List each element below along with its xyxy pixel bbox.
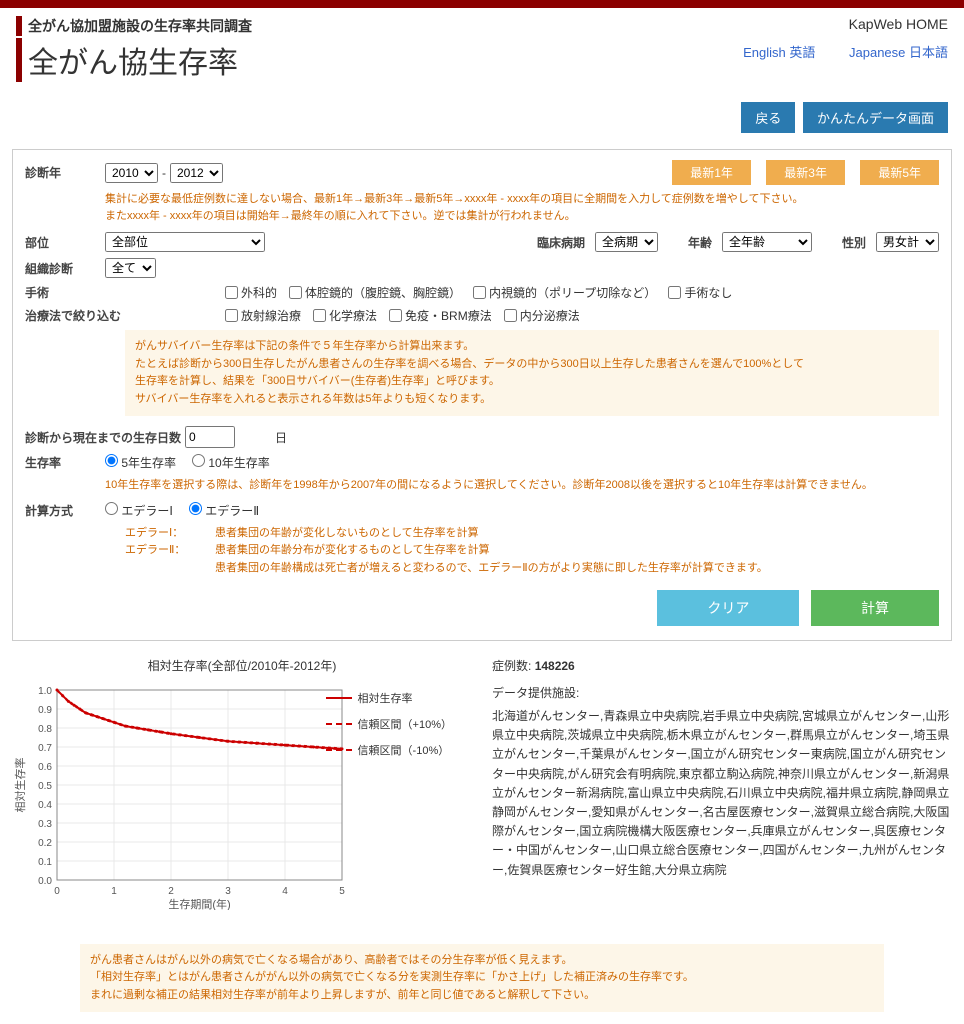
site-label: 部位 <box>25 234 105 251</box>
lang-english-link[interactable]: English 英語 <box>743 45 815 60</box>
survival-chart: 0.0 0.1 0.2 0.3 0.4 0.5 0.6 0.7 0.8 0.9 1.0 0 1 2 3 4 5 生… <box>12 680 352 910</box>
age-label: 年齢 <box>688 234 712 251</box>
therapy-opt1[interactable]: 放射線治療 <box>225 307 301 324</box>
days-label: 診断から現在までの生存日数 <box>25 429 185 446</box>
svg-text:2: 2 <box>168 886 174 897</box>
method-def3: 患者集団の年齢構成は死亡者が増えると変わるので、エデラーⅡの方がより実態に即した… <box>125 560 939 578</box>
subtitle: 全がん協加盟施設の生存率共同調査 <box>16 16 252 36</box>
form-panel: 診断年 2010 - 2012 最新1年 最新3年 最新5年 集計に必要な最低症… <box>12 149 952 641</box>
age-select[interactable]: 全年齢 <box>722 232 812 252</box>
survival-5yr-radio[interactable]: 5年生存率 <box>105 454 176 471</box>
svg-text:0.1: 0.1 <box>38 857 52 868</box>
svg-text:4: 4 <box>282 886 288 897</box>
clear-button[interactable]: クリア <box>657 590 799 626</box>
method-def2: エデラーⅡ：患者集団の年齢分布が変化するものとして生存率を計算 <box>125 542 939 560</box>
chart-title: 相対生存率(全部位/2010年-2012年) <box>12 657 472 674</box>
therapy-opt2[interactable]: 化学療法 <box>313 307 377 324</box>
chart-area: 相対生存率(全部位/2010年-2012年) 0.00.10.20.30.40.… <box>12 657 472 930</box>
latest-3yr-button[interactable]: 最新3年 <box>766 160 845 185</box>
svg-text:0.0: 0.0 <box>38 876 52 887</box>
method-label: 計算方式 <box>25 502 105 519</box>
method-ederer2-radio[interactable]: エデラーⅡ <box>189 502 259 519</box>
svg-text:3: 3 <box>225 886 231 897</box>
simple-data-button[interactable]: かんたんデータ画面 <box>803 102 948 133</box>
histology-label: 組織診断 <box>25 260 105 277</box>
days-unit: 日 <box>275 429 287 446</box>
therapy-label: 治療法で絞り込む <box>25 307 125 324</box>
svg-text:1.0: 1.0 <box>38 686 52 697</box>
survival-help: 10年生存率を選択する際は、診断年を1998年から2007年の間になるように選択… <box>105 477 939 494</box>
histology-select[interactable]: 全て <box>105 258 156 278</box>
chart-legend: 相対生存率 信頼区間（+10%） 信頼区間（-10%） <box>326 690 452 768</box>
svg-text:0.6: 0.6 <box>38 762 52 773</box>
svg-text:0.5: 0.5 <box>38 781 52 792</box>
sex-label: 性別 <box>842 234 866 251</box>
latest-5yr-button[interactable]: 最新5年 <box>860 160 939 185</box>
case-count: 症例数: 148226 <box>492 657 952 676</box>
results-area: 相対生存率(全部位/2010年-2012年) 0.00.10.20.30.40.… <box>0 649 964 938</box>
svg-text:生存期間(年): 生存期間(年) <box>168 897 230 910</box>
sex-select[interactable]: 男女計 <box>876 232 939 252</box>
top-accent-bar <box>0 0 964 8</box>
year-from-select[interactable]: 2010 <box>105 163 158 183</box>
svg-text:5: 5 <box>339 886 345 897</box>
home-link[interactable]: KapWeb HOME <box>713 16 948 32</box>
latest-1yr-button[interactable]: 最新1年 <box>672 160 751 185</box>
page-title: 全がん協生存率 <box>16 38 252 82</box>
surgery-opt1[interactable]: 外科的 <box>225 284 277 301</box>
therapy-opt3[interactable]: 免疫・BRM療法 <box>389 307 492 324</box>
survival-label: 生存率 <box>25 454 105 471</box>
svg-text:相対生存率: 相対生存率 <box>13 757 27 812</box>
method-ederer1-radio[interactable]: エデラーⅠ <box>105 502 173 519</box>
site-select[interactable]: 全部位 <box>105 232 265 252</box>
year-help-text: 集計に必要な最低症例数に達しない場合、最新1年→最新3年→最新5年→xxxx年 … <box>105 191 939 224</box>
therapy-opt4[interactable]: 内分泌療法 <box>504 307 580 324</box>
svg-text:0.8: 0.8 <box>38 724 52 735</box>
survivor-info-box: がんサバイバー生存率は下記の条件で５年生存率から計算出来ます。 たとえば診断から… <box>125 330 939 416</box>
svg-text:1: 1 <box>111 886 117 897</box>
back-button[interactable]: 戻る <box>741 102 795 133</box>
svg-text:0.7: 0.7 <box>38 743 52 754</box>
svg-text:0.3: 0.3 <box>38 819 52 830</box>
facility-area: 症例数: 148226 データ提供施設: 北海道がんセンター,青森県立中央病院,… <box>492 657 952 930</box>
surgery-opt4[interactable]: 手術なし <box>668 284 732 301</box>
facility-list: 北海道がんセンター,青森県立中央病院,岩手県立中央病院,宮城県立がんセンター,山… <box>492 707 952 880</box>
top-button-row: 戻る かんたんデータ画面 <box>0 94 964 141</box>
days-input[interactable] <box>185 426 235 448</box>
header: 全がん協加盟施設の生存率共同調査 全がん協生存率 KapWeb HOME Eng… <box>0 8 964 94</box>
surgery-label: 手術 <box>25 284 105 301</box>
svg-text:0.4: 0.4 <box>38 800 52 811</box>
svg-text:0.2: 0.2 <box>38 838 52 849</box>
lang-japanese-link[interactable]: Japanese 日本語 <box>849 45 948 60</box>
diagnosis-year-label: 診断年 <box>25 164 105 181</box>
bottom-note: がん患者さんはがん以外の病気で亡くなる場合があり、高齢者ではその分生存率が低く見… <box>80 944 884 1013</box>
stage-select[interactable]: 全病期 <box>595 232 658 252</box>
surgery-opt2[interactable]: 体腔鏡的（腹腔鏡、胸腔鏡） <box>289 284 461 301</box>
method-def1: エデラーⅠ：患者集団の年齢が変化しないものとして生存率を計算 <box>125 525 939 543</box>
year-to-select[interactable]: 2012 <box>170 163 223 183</box>
surgery-opt3[interactable]: 内視鏡的（ポリープ切除など） <box>473 284 656 301</box>
facility-title: データ提供施設: <box>492 684 952 703</box>
svg-text:0.9: 0.9 <box>38 705 52 716</box>
year-separator: - <box>162 166 166 180</box>
survival-10yr-radio[interactable]: 10年生存率 <box>192 454 270 471</box>
stage-label: 臨床病期 <box>537 234 585 251</box>
calculate-button[interactable]: 計算 <box>811 590 939 626</box>
svg-text:0: 0 <box>54 886 60 897</box>
